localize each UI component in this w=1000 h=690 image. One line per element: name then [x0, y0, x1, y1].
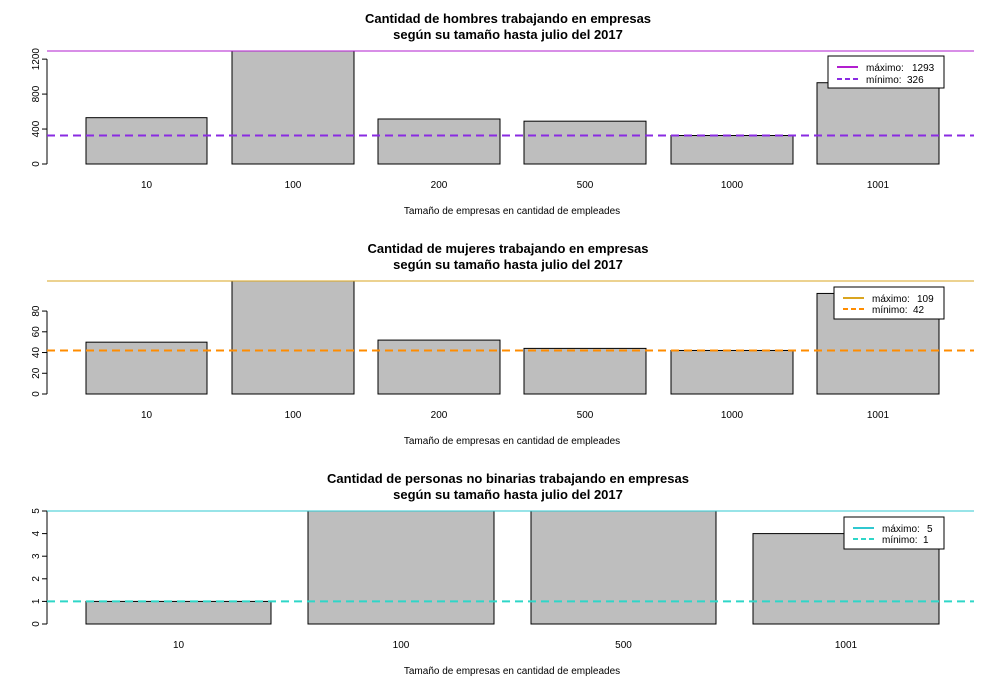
chart-2-legend-max-label: máximo: — [872, 294, 910, 305]
chart-3-bar-500 — [530, 510, 717, 625]
chart-1-bar-500 — [523, 120, 647, 165]
chart-3-title-line-1: Cantidad de personas no binarias trabaja… — [327, 471, 689, 486]
chart-3-y-tick-label: 1 — [31, 598, 42, 604]
chart-1-legend-max-value: 1293 — [912, 63, 935, 74]
chart-3-x-tick-label: 10 — [173, 640, 185, 651]
chart-2-title-line-1: Cantidad de mujeres trabajando en empres… — [367, 241, 648, 256]
chart-2-x-tick-label: 1000 — [721, 410, 744, 421]
chart-1-legend-min-value: 326 — [907, 75, 924, 86]
chart-1-legend-max-label: máximo: — [866, 63, 904, 74]
chart-2-y-ticks: 0 20 40 60 80 — [31, 305, 47, 397]
chart-1-y-tick-label: 1200 — [31, 48, 42, 71]
chart-3-y-ticks: 0 1 2 3 4 5 — [31, 508, 47, 627]
chart-1-y-axis: 0 400 800 1200 — [31, 48, 48, 167]
chart-1-reference-lines — [47, 50, 974, 137]
chart-3-legend-min-value: 1 — [923, 535, 929, 546]
chart-2-y-tick-label: 40 — [31, 347, 42, 359]
chart-1-x-tick-label: 1001 — [867, 180, 890, 191]
chart-3-y-tick-label: 2 — [31, 576, 42, 582]
chart-1-bar-200 — [377, 118, 501, 165]
chart-1-y-tick-label: 0 — [31, 161, 42, 167]
chart-1-x-tick-label: 1000 — [721, 180, 744, 191]
chart-2-title-line-2: según su tamaño hasta julio del 2017 — [393, 257, 623, 272]
chart-1-x-tick-label: 200 — [431, 180, 448, 191]
chart-3-x-tick-label: 1001 — [835, 640, 858, 651]
chart-2-bar-200 — [377, 339, 501, 395]
chart-3-reference-lines — [47, 510, 974, 603]
chart-2-x-tick-label: 200 — [431, 410, 448, 421]
chart-2-x-tick-labels: 10 100 200 500 1000 1001 — [141, 410, 890, 421]
chart-2-y-axis: 0 20 40 60 80 — [31, 305, 48, 397]
chart-3-x-tick-label: 100 — [393, 640, 410, 651]
chart-2-bar-1000 — [670, 349, 794, 395]
chart-2-legend-min-value: 42 — [913, 305, 925, 316]
chart-3-y-axis: 0 1 2 3 4 5 — [31, 508, 48, 627]
chart-2-legend-max-value: 109 — [917, 294, 934, 305]
chart-1-x-axis-label: Tamaño de empresas en cantidad de emplea… — [404, 206, 620, 217]
chart-2-y-tick-label: 0 — [31, 391, 42, 397]
chart-2-legend-box — [833, 286, 945, 320]
chart-1-x-tick-labels: 10 100 200 500 1000 1001 — [141, 180, 890, 191]
chart-2-bar-100 — [231, 280, 355, 395]
chart-3-x-axis-label: Tamaño de empresas en cantidad de emplea… — [404, 666, 620, 677]
chart-3-y-tick-label: 3 — [31, 553, 42, 559]
chart-3-y-tick-label: 5 — [31, 508, 42, 514]
chart-panel-1: Cantidad de hombres trabajando en empres… — [31, 11, 974, 217]
chart-1-title-line-1: Cantidad de hombres trabajando en empres… — [365, 11, 651, 26]
chart-3-x-tick-label: 500 — [615, 640, 632, 651]
chart-panel-2: Cantidad de mujeres trabajando en empres… — [31, 241, 974, 447]
chart-1-bar-100 — [231, 50, 355, 165]
chart-1-y-ticks: 0 400 800 1200 — [31, 48, 47, 167]
chart-3-title-line-2: según su tamaño hasta julio del 2017 — [393, 487, 623, 502]
chart-1-x-tick-label: 10 — [141, 180, 153, 191]
chart-1-x-tick-label: 100 — [285, 180, 302, 191]
chart-3-legend-max-value: 5 — [927, 524, 933, 535]
chart-2-y-tick-label: 60 — [31, 326, 42, 338]
chart-3-bar-100 — [307, 510, 495, 625]
chart-2-y-tick-label: 20 — [31, 367, 42, 379]
chart-1-y-tick-label: 400 — [31, 120, 42, 137]
chart-2-legend: máximo: 109 mínimo: 42 — [833, 286, 945, 320]
chart-2-bar-500 — [523, 347, 647, 395]
chart-2-x-axis-label: Tamaño de empresas en cantidad de emplea… — [404, 436, 620, 447]
chart-1-legend-box — [827, 55, 945, 89]
chart-3-y-tick-label: 4 — [31, 530, 42, 536]
chart-2-x-tick-label: 1001 — [867, 410, 890, 421]
chart-2-legend-min-label: mínimo: — [872, 305, 908, 316]
chart-3-y-tick-label: 0 — [31, 621, 42, 627]
chart-1-bar-1000 — [670, 135, 794, 165]
chart-3-x-tick-labels: 10 100 500 1001 — [173, 640, 858, 651]
chart-1-bars — [85, 50, 940, 165]
chart-2-x-tick-label: 500 — [577, 410, 594, 421]
chart-3-legend-min-label: mínimo: — [882, 535, 918, 546]
chart-3-legend: máximo: 5 mínimo: 1 — [843, 516, 945, 550]
chart-panel-3: Cantidad de personas no binarias trabaja… — [31, 471, 974, 677]
chart-1-bar-10 — [85, 117, 208, 165]
chart-2-y-tick-label: 80 — [31, 305, 42, 317]
chart-2-reference-lines — [47, 280, 974, 352]
chart-1-legend-min-label: mínimo: — [866, 75, 902, 86]
chart-3-legend-max-label: máximo: — [882, 524, 920, 535]
chart-3-legend-box — [843, 516, 945, 550]
chart-3-bar-10 — [85, 600, 272, 625]
chart-1-legend: máximo: 1293 mínimo: 326 — [827, 55, 945, 89]
chart-1-y-tick-label: 800 — [31, 85, 42, 102]
chart-1-bar-1001 — [816, 82, 940, 165]
chart-2-x-tick-label: 10 — [141, 410, 153, 421]
chart-2-x-tick-label: 100 — [285, 410, 302, 421]
chart-1-title-line-2: según su tamaño hasta julio del 2017 — [393, 27, 623, 42]
chart-1-x-tick-label: 500 — [577, 180, 594, 191]
